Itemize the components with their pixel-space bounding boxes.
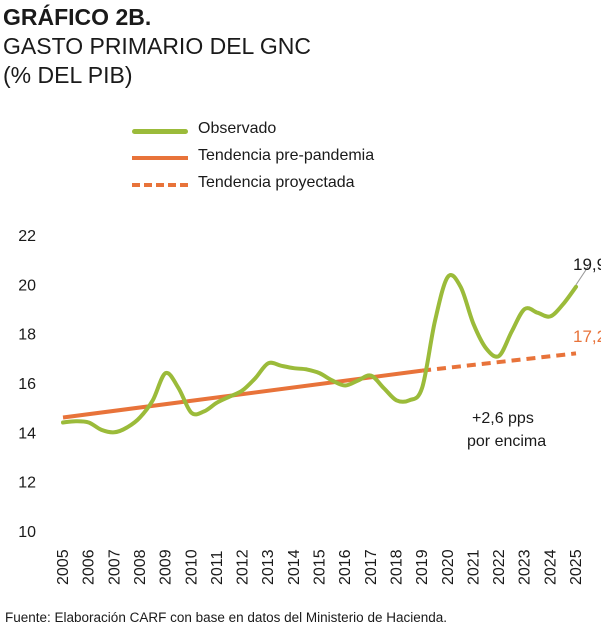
x-tick-label: 2006 [81,549,98,585]
y-tick-label: 16 [18,376,36,393]
x-tick-label: 2021 [465,549,482,585]
y-tick-label: 14 [18,425,36,442]
legend-label-projected: Tendencia proyectada [198,174,355,191]
legend-swatch-projected [132,183,188,187]
x-tick-label: 2014 [286,549,303,585]
x-tick-label: 2018 [388,549,405,585]
x-tick-label: 2016 [337,549,354,585]
annotation-line2: por encima [467,433,546,450]
annotation-line1: +2,6 pps [472,410,534,427]
source-note: Fuente: Elaboración CARF con base en dat… [5,610,447,625]
unit-label: (% DEL PIB) [3,62,133,88]
x-tick-label: 2012 [235,549,252,585]
x-tick-label: 2009 [158,549,175,585]
x-tick-label: 2005 [55,549,72,585]
x-tick-label: 2008 [132,549,149,585]
x-tick-label: 2011 [209,550,226,585]
x-tick-label: 2007 [106,549,123,585]
chart-subtitle: GASTO PRIMARIO DEL GNC [3,33,311,59]
y-tick-label: 10 [18,524,36,541]
x-tick-label: 2019 [414,549,431,585]
legend-label-trend: Tendencia pre-pandemia [198,147,375,164]
y-tick-label: 12 [18,475,36,492]
legend-swatch-trend [132,156,188,160]
chart-title: GRÁFICO 2B. [3,4,152,30]
series-line-observed [61,273,578,435]
x-tick-label: 2017 [363,549,380,585]
y-tick-label: 18 [18,327,36,344]
legend-label-observed: Observado [198,120,277,137]
leader-line-observed [575,266,589,286]
y-tick-label: 20 [18,277,36,294]
x-axis-ticks: 2005 2006 2007 2008 2009 2010 2011 2012 2013 2014… [55,549,585,585]
title-block: GRÁFICO 2B. GASTO PRIMARIO DEL GNC (% DE… [3,3,311,90]
x-tick-label: 2025 [568,549,585,585]
series-line-projected [421,351,577,373]
x-tick-label: 2015 [312,549,329,585]
y-axis-ticks: 10 12 14 16 18 20 22 [18,228,36,541]
end-label-observed: 19,9 [573,255,601,274]
chart-lines [61,266,589,435]
x-tick-label: 2024 [542,549,559,585]
chart-labels: 19,9 17,2 +2,6 pps por encima [467,255,601,450]
x-tick-label: 2013 [260,549,277,585]
x-tick-label: 2022 [491,549,508,585]
x-tick-label: 2010 [183,549,200,585]
x-tick-label: 2023 [517,549,534,585]
end-label-projected: 17,2 [573,327,601,346]
y-tick-label: 22 [18,228,36,245]
x-tick-label: 2020 [440,549,457,585]
legend-swatch-observed [132,129,188,134]
series-line-trend [62,368,423,420]
